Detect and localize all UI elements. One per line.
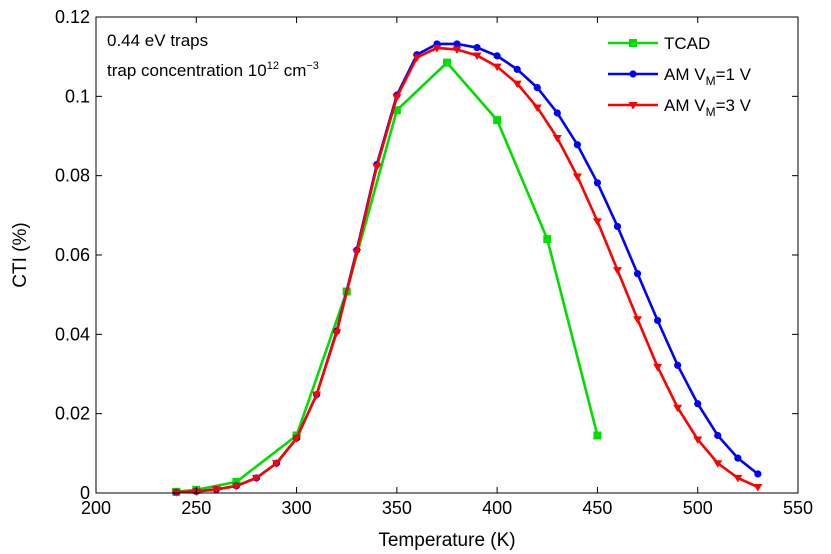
data-point (231, 482, 241, 491)
legend-label: TCAD (664, 34, 710, 53)
annotation-line-2-prefix: trap concentration 10 (107, 61, 267, 80)
data-point (272, 460, 282, 468)
data-point (453, 40, 461, 48)
annotation-unit: cm (279, 61, 306, 80)
data-point (292, 435, 302, 443)
x-tick-label: 250 (181, 498, 211, 518)
x-tick-label: 350 (382, 498, 412, 518)
data-point (392, 94, 402, 102)
legend-swatch-marker (629, 39, 637, 47)
data-point (654, 316, 662, 325)
y-tick-label: 0.12 (55, 7, 90, 27)
data-point (211, 486, 221, 494)
axes-layer: 200 250 300 350 400 450 500 550 0 0.02 0.04 0.06 0.0… (55, 7, 813, 518)
y-tick-label: 0.08 (55, 166, 90, 186)
legend-swatch-marker (629, 70, 637, 78)
legend-label-main: AM V (664, 96, 706, 115)
series-2 (171, 44, 763, 497)
annotation-unit-exponent: −3 (306, 60, 319, 72)
data-point (312, 391, 322, 400)
annotation: 0.44 eV traps trap concentration 1012 cm… (107, 31, 319, 80)
x-tick-label: 300 (282, 498, 312, 518)
data-point (512, 80, 522, 89)
x-tick-label: 550 (783, 498, 813, 518)
data-point (592, 218, 602, 226)
data-point (352, 248, 362, 257)
legend-label-tail: =1 V (716, 65, 752, 84)
series-layer (171, 40, 763, 497)
series-line (176, 46, 759, 494)
data-point (693, 436, 703, 444)
data-point (673, 404, 683, 413)
annotation-line-1: 0.44 eV traps (107, 31, 208, 50)
data-point (543, 235, 552, 244)
legend-label-subscript: M (706, 105, 716, 119)
x-tick-label: 450 (582, 498, 612, 518)
x-axis-label: Temperature (K) (378, 530, 515, 551)
data-point (593, 179, 602, 187)
y-tick-label: 0.1 (65, 86, 90, 106)
legend-label: AM VM=1 V (664, 65, 752, 88)
data-point (533, 84, 541, 92)
data-point (443, 58, 451, 67)
data-point (232, 477, 241, 486)
data-point (753, 484, 763, 492)
data-point (573, 141, 581, 149)
y-tick-label: 0 (80, 483, 90, 503)
y-axis-label: CTI (%) (10, 222, 31, 287)
legend-entry-1: AM VM=1 V (608, 65, 752, 88)
data-point (452, 46, 462, 55)
x-tick-label: 400 (482, 498, 512, 518)
y-tick-label: 0.06 (55, 245, 90, 265)
legend-label-main: TCAD (664, 34, 710, 53)
data-point (532, 104, 542, 112)
legend-swatch-marker (628, 102, 638, 110)
data-point (633, 316, 643, 324)
data-point (553, 109, 561, 117)
data-point (633, 270, 642, 278)
data-point (473, 43, 481, 52)
annotation-exponent: 12 (267, 60, 279, 72)
legend-label-subscript: M (706, 74, 716, 88)
data-point (714, 431, 722, 440)
data-point (492, 63, 502, 72)
data-point (493, 52, 501, 60)
y-tick-label: 0.02 (55, 404, 90, 424)
data-point (694, 400, 702, 408)
data-point (392, 106, 401, 115)
data-point (713, 460, 723, 468)
data-point (372, 163, 382, 172)
data-point (251, 474, 261, 483)
legend-label: AM VM=3 V (664, 96, 752, 119)
data-point (472, 52, 482, 60)
data-point (734, 454, 742, 462)
data-point (432, 44, 442, 53)
legend-entry-2: AM VM=3 V (608, 96, 752, 119)
y-tick-label: 0.04 (55, 324, 90, 344)
data-point (552, 134, 562, 143)
data-point (493, 116, 502, 125)
data-point (653, 363, 663, 372)
x-tick-label: 200 (81, 498, 111, 518)
data-point (674, 361, 682, 369)
data-point (613, 222, 622, 231)
data-point (513, 65, 521, 73)
data-point (754, 470, 762, 478)
data-point (733, 474, 743, 483)
legend-entry-0: TCAD (608, 34, 710, 53)
data-point (572, 173, 582, 181)
data-point (412, 54, 422, 62)
legend-label-tail: =3 V (716, 96, 752, 115)
annotation-line-2: trap concentration 1012 cm−3 (107, 60, 319, 80)
x-tick-label: 500 (683, 498, 713, 518)
data-point (332, 329, 342, 337)
data-point (612, 267, 622, 275)
legend-label-main: AM V (664, 65, 706, 84)
data-point (593, 431, 602, 440)
